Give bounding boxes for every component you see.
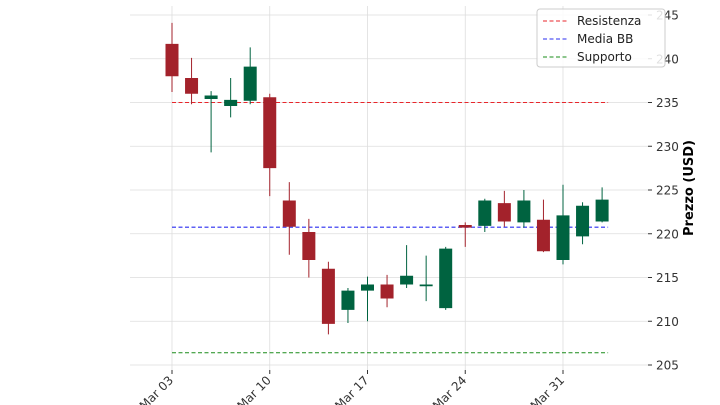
candle-body	[321, 268, 335, 324]
legend-label: Media BB	[577, 32, 633, 46]
y-tick-label: 225	[656, 184, 679, 198]
x-tick-label: Mar 24	[430, 373, 469, 405]
legend-item: Media BB	[543, 32, 633, 46]
candle-body	[165, 43, 179, 77]
candle-body	[556, 215, 570, 260]
candle-body	[517, 200, 531, 223]
candle	[165, 22, 179, 92]
x-tick-label: Mar 31	[528, 373, 567, 405]
candle	[263, 93, 277, 197]
candle	[400, 245, 414, 288]
candle-body	[243, 66, 257, 101]
candle	[302, 218, 316, 278]
candle-body	[478, 200, 492, 226]
reference-lines	[172, 101, 609, 354]
y-axis-title: Prezzo (USD)	[682, 140, 697, 236]
candle	[536, 199, 550, 253]
candle	[361, 276, 374, 322]
candle-body	[439, 248, 453, 309]
legend-label: Resistenza	[577, 14, 641, 28]
candle-body	[224, 99, 238, 106]
candle	[556, 184, 570, 265]
candle-body	[282, 200, 296, 227]
legend-item: Supporto	[543, 50, 632, 64]
candles	[165, 22, 609, 335]
candle	[595, 187, 609, 223]
candle	[576, 202, 590, 245]
candle-body	[400, 275, 414, 285]
candle-body	[595, 199, 609, 222]
candle-body	[302, 232, 316, 260]
legend-item: Resistenza	[543, 14, 641, 28]
y-tick-label: 220	[656, 227, 679, 241]
candle	[185, 57, 199, 105]
candle-body	[380, 284, 394, 299]
candle	[478, 198, 492, 232]
x-axis: Mar 03 Mar 10 Mar 17 Mar 24 Mar 31	[137, 370, 567, 405]
legend-frame	[536, 8, 666, 68]
candle-body	[458, 225, 472, 228]
candle-body	[204, 95, 218, 99]
candle	[380, 274, 394, 308]
candle-body	[576, 205, 590, 237]
candle-body	[185, 78, 199, 94]
candle	[341, 288, 355, 323]
candle	[458, 222, 472, 247]
y-tick-label: 230	[656, 140, 679, 154]
candle-body	[341, 290, 355, 310]
candle	[321, 261, 335, 335]
y-tick-label: 210	[656, 315, 679, 329]
y-tick-label: 235	[656, 96, 679, 110]
x-tick-label: Mar 17	[332, 373, 371, 405]
candle	[224, 78, 238, 118]
candle	[243, 47, 257, 105]
candle-body	[361, 284, 374, 291]
legend-label: Supporto	[577, 50, 632, 64]
candle-body	[263, 97, 277, 169]
candle-body	[497, 203, 511, 222]
candle-body	[419, 284, 433, 287]
candle	[497, 190, 511, 227]
y-tick-label: 215	[656, 271, 679, 285]
candle	[282, 182, 296, 255]
x-tick-label: Mar 03	[137, 373, 176, 405]
x-tick-label: Mar 10	[234, 373, 273, 405]
candle	[439, 246, 453, 310]
legend: Resistenza Media BB Supporto	[536, 8, 666, 68]
y-tick-label: 205	[656, 359, 679, 373]
candle	[419, 255, 433, 302]
candle-body	[536, 219, 550, 252]
candle	[517, 190, 531, 228]
candle	[204, 91, 218, 153]
